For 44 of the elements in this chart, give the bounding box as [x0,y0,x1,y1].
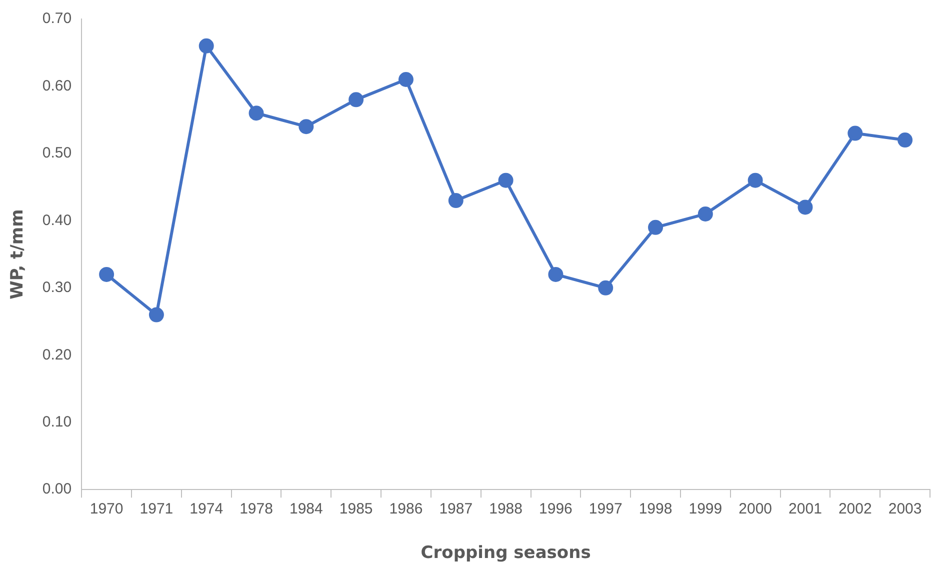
x-tick-label: 1974 [190,500,224,518]
point [698,206,713,222]
x-tick-label: 1985 [339,500,373,518]
x-tick-label: 1986 [389,500,423,518]
point [798,200,813,215]
point [548,266,564,282]
point [148,307,164,322]
x-tick-label: 1996 [539,500,572,518]
x-tick-label: 1984 [289,500,323,518]
y-tick-label: 0.60 [42,77,72,94]
point [448,193,464,208]
y-tick-label: 0.00 [42,480,72,498]
y-tick-label: 0.50 [42,144,72,162]
y-tick-label: 0.20 [42,346,72,364]
point [748,172,763,188]
point [848,126,863,141]
x-tick-label: 2001 [788,500,822,518]
point [898,132,913,148]
x-tick-label: 1987 [439,500,473,518]
x-tick-label: 2002 [838,500,872,518]
point [498,172,514,188]
y-tick-label: 0.30 [42,279,72,296]
point [348,92,364,108]
point [598,280,614,296]
x-tick-label: 2003 [888,500,922,518]
x-axis-title: Cropping seasons [420,543,591,564]
point [99,266,114,282]
x-tick-label: 1971 [140,500,174,518]
x-tick-label: 1997 [588,500,622,518]
y-tick-label: 0.40 [42,212,72,229]
y-tick-label: 0.70 [42,10,72,28]
x-tick-label: 1998 [638,500,672,518]
point [248,106,264,121]
x-tick-label: 1999 [688,500,722,518]
y-tick-label: 0.10 [42,414,72,431]
x-tick-label: 2000 [738,500,772,518]
point [298,119,314,134]
x-tick-label: 1970 [90,500,124,518]
point [198,38,214,54]
point [648,220,664,235]
y-axis-title: WP, t/mm [8,209,28,300]
point [398,72,414,88]
x-tick-label: 1978 [240,500,273,518]
x-tick-label: 1988 [489,500,522,518]
